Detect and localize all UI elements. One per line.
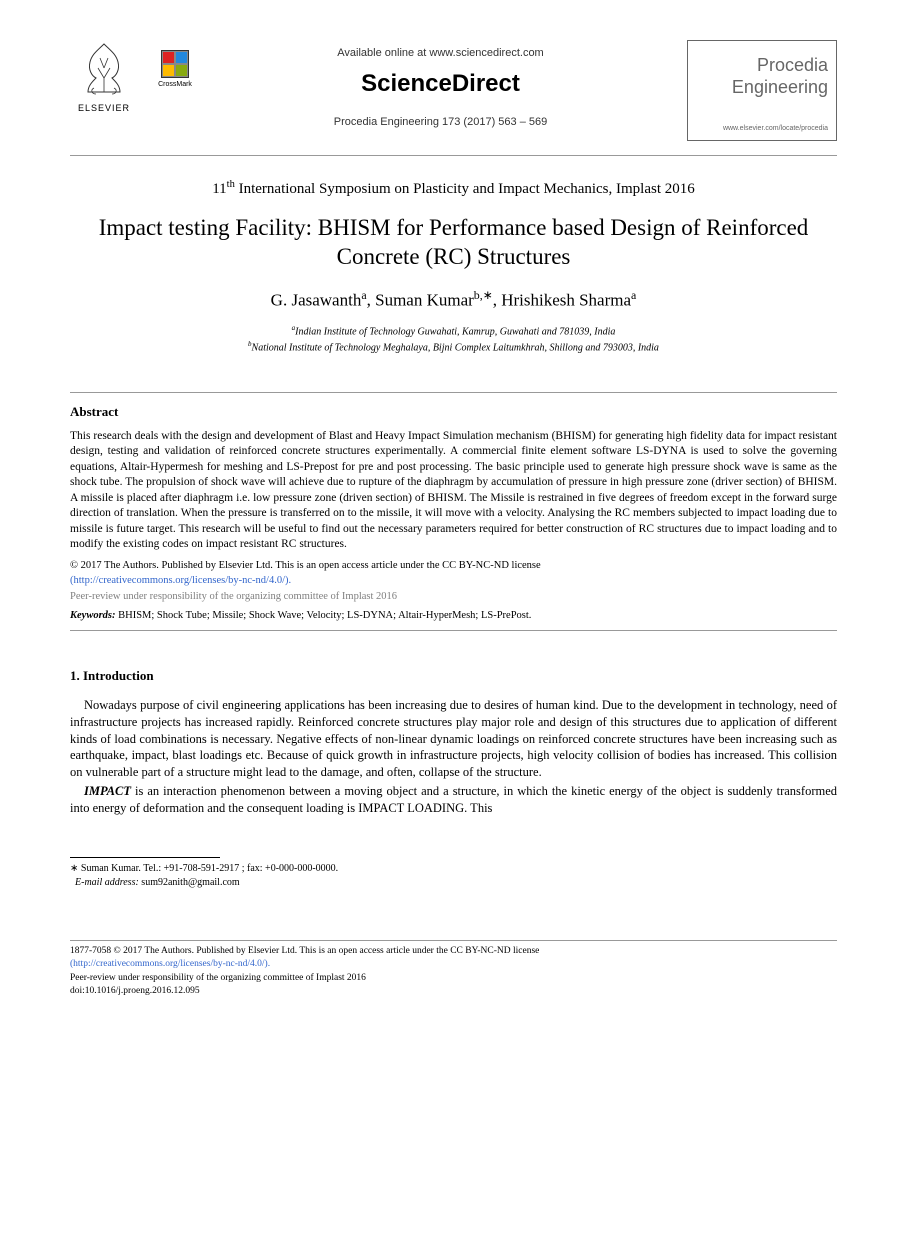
license-link[interactable]: (http://creativecommons.org/licenses/by-… xyxy=(70,575,291,586)
copyright-line: © 2017 The Authors. Published by Elsevie… xyxy=(70,559,837,588)
left-logos: ELSEVIER CrossMark xyxy=(70,40,194,118)
doi: doi:10.1016/j.proeng.2016.12.095 xyxy=(70,986,200,996)
journal-url[interactable]: www.elsevier.com/locate/procedia xyxy=(696,124,828,134)
abstract-heading: Abstract xyxy=(70,403,837,421)
email-label: E-mail address: xyxy=(75,877,139,888)
available-online-text: Available online at www.sciencedirect.co… xyxy=(194,46,687,61)
elsevier-label: ELSEVIER xyxy=(78,102,130,115)
author-3: Hrishikesh Sharma xyxy=(501,291,631,310)
journal-name: Procedia Engineering xyxy=(696,55,828,98)
footer-block: 1877-7058 © 2017 The Authors. Published … xyxy=(70,945,837,998)
abstract-text: This research deals with the design and … xyxy=(70,429,837,553)
crossmark-icon xyxy=(161,50,189,78)
intro-heading: 1. Introduction xyxy=(70,667,837,685)
conference-line: 11th International Symposium on Plastici… xyxy=(70,178,837,200)
elsevier-logo[interactable]: ELSEVIER xyxy=(70,40,138,118)
author-2: Suman Kumar xyxy=(375,291,474,310)
crossmark-label: CrossMark xyxy=(158,80,192,90)
paper-title: Impact testing Facility: BHISM for Perfo… xyxy=(70,214,837,272)
sciencedirect-logo[interactable]: ScienceDirect xyxy=(194,67,687,101)
footer-license-link[interactable]: (http://creativecommons.org/licenses/by-… xyxy=(70,959,270,969)
corresponding-footnote: ∗ Suman Kumar. Tel.: +91-708-591-2917 ; … xyxy=(70,862,837,890)
footnote-separator xyxy=(70,857,220,858)
peer-review-line: Peer-review under responsibility of the … xyxy=(70,590,837,605)
center-header: Available online at www.sciencedirect.co… xyxy=(194,40,687,130)
affiliations: aIndian Institute of Technology Guwahati… xyxy=(70,323,837,356)
header-row: ELSEVIER CrossMark Available online at w… xyxy=(70,40,837,141)
email-address[interactable]: sum92anith@gmail.com xyxy=(139,877,240,888)
abstract-top-divider xyxy=(70,392,837,393)
crossmark-badge[interactable]: CrossMark xyxy=(156,50,194,98)
impact-emphasis: IMPACT xyxy=(84,784,131,798)
keywords-label: Keywords: xyxy=(70,610,116,621)
elsevier-tree-icon xyxy=(78,40,130,98)
author-1: G. Jasawanth xyxy=(271,291,362,310)
keywords-line: Keywords: BHISM; Shock Tube; Missile; Sh… xyxy=(70,609,837,624)
header-divider xyxy=(70,155,837,156)
authors-line: G. Jasawantha, Suman Kumarb,∗, Hrishikes… xyxy=(70,287,837,312)
footer-divider xyxy=(70,940,837,941)
intro-para-1: Nowadays purpose of civil engineering ap… xyxy=(70,697,837,781)
journal-citation: Procedia Engineering 173 (2017) 563 – 56… xyxy=(194,115,687,130)
abstract-bottom-divider xyxy=(70,630,837,631)
intro-para-2: IMPACT is an interaction phenomenon betw… xyxy=(70,783,837,817)
journal-box: Procedia Engineering www.elsevier.com/lo… xyxy=(687,40,837,141)
